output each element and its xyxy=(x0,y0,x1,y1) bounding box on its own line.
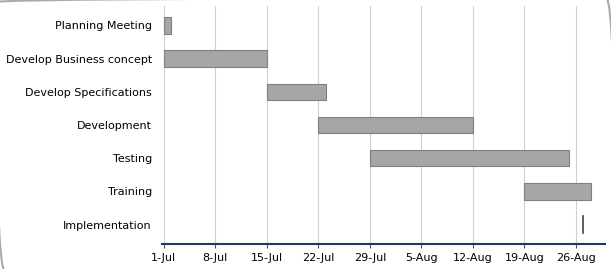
Bar xyxy=(267,83,326,100)
Bar xyxy=(524,183,591,200)
Bar xyxy=(370,150,569,167)
Bar xyxy=(318,117,473,133)
Bar xyxy=(164,50,267,67)
Bar xyxy=(164,17,171,34)
